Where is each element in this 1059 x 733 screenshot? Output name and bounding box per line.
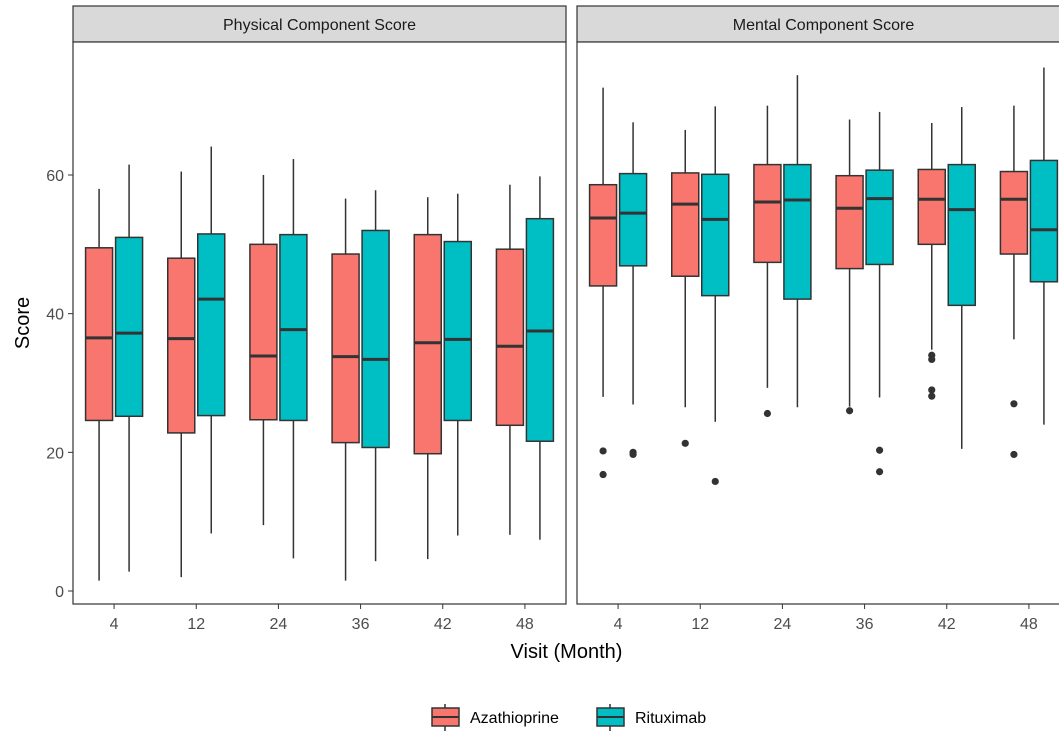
outlier-point: [875, 468, 884, 476]
box-iqr: [167, 257, 196, 434]
y-tick-label: 60: [46, 168, 64, 185]
legend: Azathioprine Rituximab: [431, 704, 706, 731]
box-azathioprine-36: [331, 198, 360, 581]
outlier-point: [681, 439, 689, 447]
outlier-point: [1010, 450, 1018, 459]
outlier-point: [845, 407, 854, 415]
facet-strip: [72, 5, 567, 43]
x-tick-label: 42: [434, 616, 452, 633]
box-iqr: [331, 253, 360, 444]
legend-key-azathioprine: [431, 704, 460, 731]
box-iqr: [671, 172, 700, 277]
panel-border: [576, 41, 1059, 605]
x-tick-label: 24: [270, 616, 288, 633]
x-tick-label: 36: [352, 616, 370, 633]
y-axis-title: Score: [12, 297, 34, 349]
x-tick-label: 4: [614, 616, 623, 633]
outlier-point: [1010, 400, 1018, 408]
panel-background: [577, 42, 1059, 604]
box-azathioprine-48: [999, 105, 1029, 459]
outlier-point: [763, 409, 772, 418]
box-azathioprine-12: [167, 171, 196, 578]
box-iqr: [917, 168, 946, 246]
outlier-point: [711, 477, 719, 486]
y-tick-label: 20: [46, 445, 64, 462]
outlier-point: [599, 470, 607, 479]
box-azathioprine-42: [413, 197, 442, 560]
x-tick-label: 24: [774, 616, 792, 633]
y-tick-label: 0: [55, 584, 64, 601]
facet-strip: [576, 5, 1059, 43]
box-iqr: [753, 163, 782, 264]
box-iqr: [588, 183, 618, 287]
box-rituximab-48: [1029, 67, 1059, 425]
box-azathioprine-4: [588, 87, 618, 479]
box-rituximab-48: [525, 176, 555, 540]
box-rituximab-4: [114, 164, 144, 572]
box-azathioprine-48: [495, 184, 525, 535]
facet-title: Physical Component Score: [223, 17, 416, 34]
x-tick-label: 12: [187, 616, 205, 633]
outlier-point: [928, 386, 936, 394]
x-tick-label: 48: [516, 616, 534, 633]
box-rituximab-12: [197, 146, 226, 534]
box-iqr: [865, 169, 894, 266]
outlier-point: [599, 447, 607, 455]
box-iqr: [84, 247, 114, 422]
box-azathioprine-42: [917, 123, 946, 400]
facet-title: Mental Component Score: [733, 17, 915, 34]
box-rituximab-12: [701, 106, 730, 486]
outlier-point: [928, 355, 936, 364]
box-rituximab-42: [947, 107, 976, 449]
outlier-point: [875, 446, 884, 454]
outlier-point: [629, 450, 637, 459]
box-azathioprine-24: [249, 175, 278, 526]
box-iqr: [835, 174, 864, 270]
panel-border: [72, 41, 567, 605]
x-tick-label: 12: [691, 616, 709, 633]
outlier-point: [928, 392, 936, 400]
y-tick-label: 40: [46, 307, 64, 324]
box-rituximab-24: [279, 159, 308, 559]
box-iqr: [249, 243, 278, 421]
box-iqr: [701, 173, 730, 297]
box-rituximab-24: [783, 75, 812, 408]
box-rituximab-4: [618, 122, 648, 459]
x-axis-title: Visit (Month): [511, 641, 623, 663]
legend-label: Rituximab: [635, 710, 706, 727]
box-iqr: [443, 240, 472, 422]
box-iqr: [999, 170, 1029, 255]
panel-background: [73, 42, 566, 604]
box-iqr: [783, 163, 812, 300]
box-rituximab-42: [443, 193, 472, 536]
box-azathioprine-12: [671, 129, 700, 447]
box-azathioprine-4: [84, 188, 114, 581]
legend-label: Azathioprine: [470, 710, 559, 727]
box-rituximab-36: [865, 111, 894, 476]
box-iqr: [279, 233, 308, 422]
box-iqr: [618, 172, 648, 267]
x-tick-label: 36: [856, 616, 874, 633]
box-iqr: [495, 248, 525, 427]
box-iqr: [361, 229, 390, 449]
x-tick-label: 48: [1020, 616, 1038, 633]
x-tick-label: 4: [110, 616, 119, 633]
box-iqr: [197, 233, 226, 417]
box-iqr: [114, 236, 144, 418]
box-azathioprine-36: [835, 119, 864, 415]
box-iqr: [947, 163, 976, 307]
box-iqr: [1029, 159, 1059, 283]
x-tick-label: 42: [938, 616, 956, 633]
legend-key-rituximab: [596, 704, 625, 731]
box-rituximab-36: [361, 190, 390, 562]
box-azathioprine-24: [753, 105, 782, 418]
